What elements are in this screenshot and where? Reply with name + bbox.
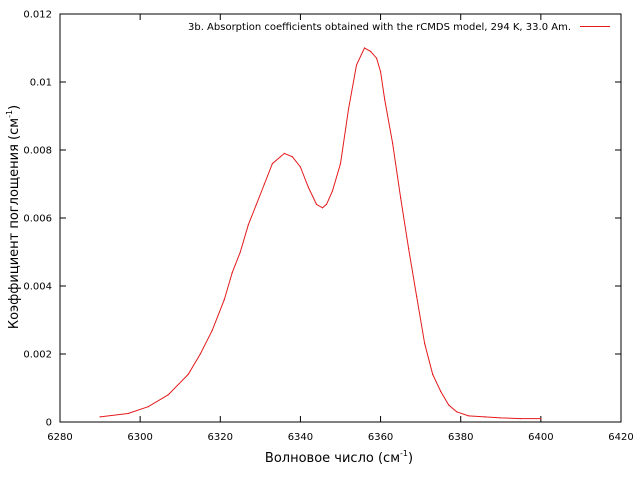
data-point (363, 47, 366, 49)
data-point (456, 411, 458, 413)
y-axis-ticks: 0 0.002 0.004 0.006 0.008 0.01 0.012 (23, 10, 621, 429)
y-tick-label: 0.006 (23, 214, 52, 225)
data-point (383, 98, 386, 100)
data-point (263, 183, 265, 185)
data-point (147, 406, 149, 408)
data-point (347, 108, 350, 110)
data-point (339, 163, 342, 165)
data-point (199, 353, 201, 355)
x-tick-label: 6340 (288, 432, 313, 443)
data-point (369, 50, 372, 53)
x-axis-ticks: 6280 6300 6320 6340 6360 6380 6400 6420 (47, 14, 634, 443)
data-point (231, 271, 233, 273)
data-point (211, 329, 213, 331)
data-point (520, 418, 522, 420)
legend-label: 3b. Absorption coefficients obtained wit… (188, 22, 571, 33)
data-point (255, 203, 257, 205)
x-tick-label: 6280 (47, 432, 72, 443)
data-point (408, 248, 410, 250)
plot-frame (59, 13, 622, 423)
data-point (440, 390, 442, 392)
x-tick-label: 6420 (608, 432, 633, 443)
data-point (484, 416, 486, 418)
y-tick-label: 0.002 (23, 350, 52, 361)
series-line-absorption (100, 47, 541, 420)
y-tick-label: 0 (46, 418, 52, 429)
data-point (279, 156, 281, 158)
y-tick-label: 0.012 (23, 10, 52, 21)
y-axis-title: Коэффициент поглощения (см-1) (5, 105, 22, 329)
data-point (424, 343, 426, 345)
data-point (283, 152, 285, 154)
data-point (247, 224, 249, 226)
data-point (468, 415, 470, 417)
data-point (379, 71, 382, 73)
data-point (448, 404, 450, 406)
data-point (239, 251, 241, 253)
series-points (99, 47, 542, 420)
data-point (187, 373, 189, 375)
data-point (127, 412, 129, 415)
data-point (432, 373, 434, 375)
y-tick-label: 0.004 (23, 282, 52, 293)
data-point (299, 166, 302, 168)
y-tick-label: 0.01 (30, 78, 52, 89)
x-axis-title: Волновое число (см-1) (265, 449, 413, 466)
data-point (540, 418, 542, 420)
data-point (99, 416, 101, 418)
data-point (400, 197, 402, 199)
data-point (307, 186, 310, 188)
x-tick-label: 6380 (448, 432, 473, 443)
data-point (167, 394, 169, 396)
data-point (321, 207, 324, 209)
data-point (355, 64, 358, 66)
data-point (375, 57, 378, 59)
data-point (325, 203, 328, 205)
x-tick-label: 6360 (368, 432, 393, 443)
data-point (391, 142, 394, 144)
x-tick-label: 6400 (528, 432, 553, 443)
x-tick-label: 6300 (127, 432, 152, 443)
data-point (315, 203, 318, 205)
x-tick-label: 6320 (208, 432, 233, 443)
data-point (291, 156, 294, 158)
data-point (271, 163, 273, 165)
data-point (223, 299, 225, 301)
data-point (416, 295, 418, 297)
data-point (500, 417, 502, 419)
y-tick-label: 0.008 (23, 146, 52, 157)
data-point (331, 190, 334, 192)
